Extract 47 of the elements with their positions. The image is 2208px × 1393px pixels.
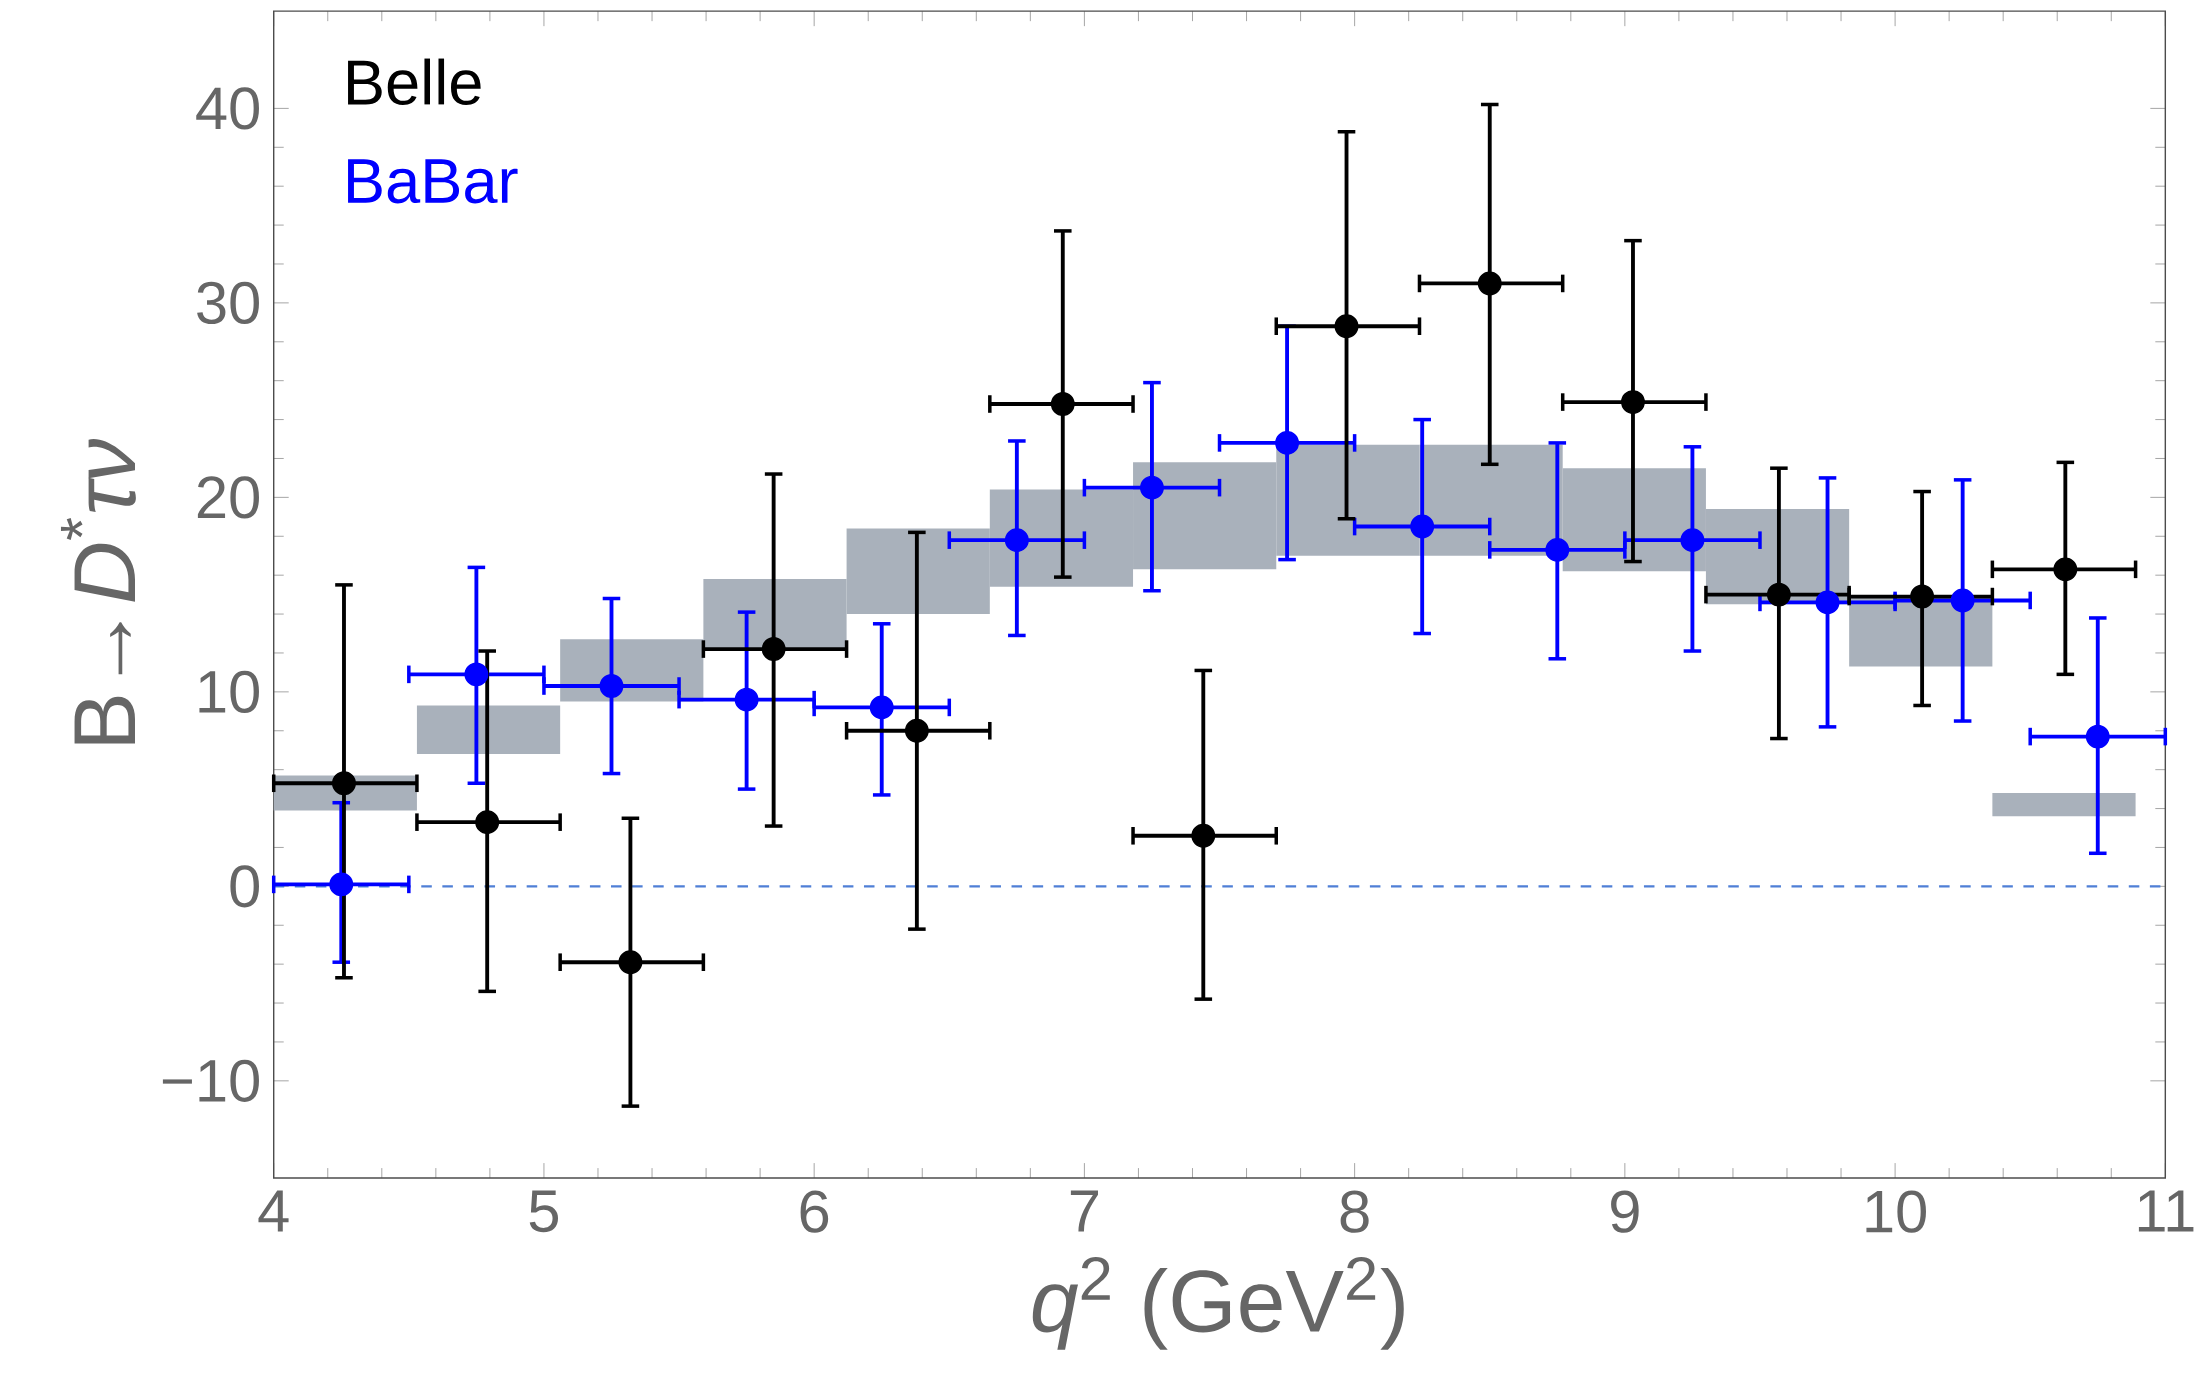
- point: [1815, 590, 1840, 615]
- y-axis-title: B→D$^{*}$τν: [60, 439, 136, 744]
- point: [2053, 557, 2078, 582]
- x-tick-label: 8: [1340, 1190, 1369, 1234]
- point: [1050, 392, 1075, 417]
- point: [904, 719, 929, 743]
- y-tick-label: 20: [197, 476, 259, 519]
- point: [1680, 528, 1705, 553]
- x-tick-label: 11: [2138, 1190, 2194, 1232]
- y-tick-label: −10: [162, 1059, 259, 1103]
- x-tick-label: 4: [258, 1190, 289, 1232]
- point: [1191, 824, 1216, 848]
- point: [464, 662, 489, 687]
- x-tick-label: 9: [1611, 1190, 1639, 1234]
- point: [1477, 271, 1502, 296]
- bar: [416, 705, 561, 755]
- y-tick-label: 10: [199, 670, 259, 714]
- point: [599, 674, 624, 699]
- point: [1766, 582, 1791, 607]
- y-tick-label: 30: [197, 281, 259, 325]
- x-tick-label: 7: [1070, 1190, 1098, 1232]
- text: Belle: [348, 58, 481, 106]
- point: [1621, 390, 1645, 415]
- point: [475, 810, 500, 835]
- point: [618, 950, 643, 975]
- point: [1410, 514, 1435, 539]
- point: [1910, 584, 1935, 609]
- y-tick-label: 40: [196, 87, 259, 130]
- point: [2085, 724, 2110, 749]
- point: [1140, 475, 1164, 500]
- point: [869, 695, 894, 720]
- point: [329, 872, 354, 897]
- point: [1545, 538, 1570, 563]
- point: [761, 637, 786, 662]
- x-tick-label: 6: [800, 1190, 829, 1234]
- point: [1334, 314, 1359, 339]
- point: [1004, 528, 1029, 553]
- point: [734, 687, 759, 712]
- text: BaBar: [348, 159, 518, 204]
- point: [1275, 431, 1300, 456]
- x-tick-label: 10: [1866, 1190, 1926, 1234]
- bar: [1992, 793, 2136, 817]
- point: [332, 771, 356, 796]
- x-axis-title: q$^{2}$ (GeV$^{2}$): [1032, 1257, 1404, 1351]
- point: [1950, 588, 1975, 613]
- y-tick-label: 0: [230, 865, 259, 908]
- x-tick-label: 5: [529, 1190, 559, 1233]
